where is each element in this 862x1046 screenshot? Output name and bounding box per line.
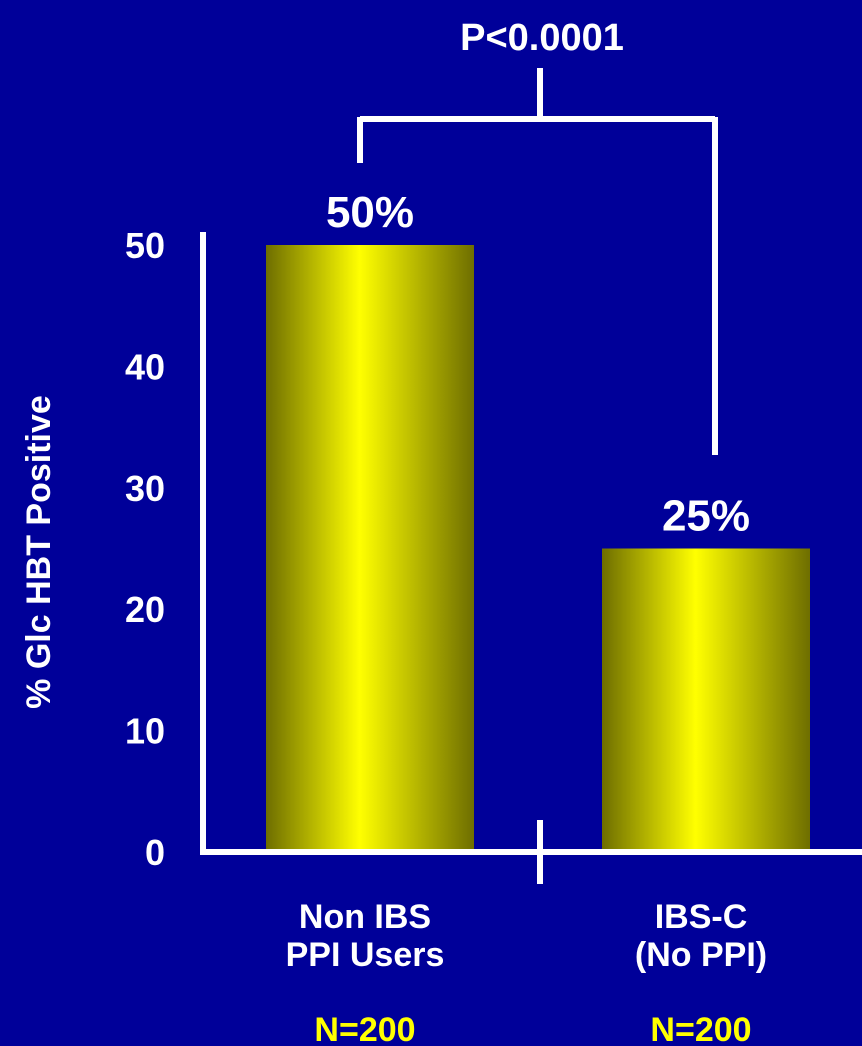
y-axis-label: % Glc HBT Positive xyxy=(20,395,58,709)
y-tick-label: 40 xyxy=(125,346,165,387)
x-tick-label: IBS-C xyxy=(655,898,748,936)
x-tick-label: Non IBS xyxy=(299,898,431,936)
sample-size-label: N=200 xyxy=(314,1011,415,1046)
sample-size-label: N=200 xyxy=(650,1011,751,1046)
data-label: 50% xyxy=(326,188,414,237)
data-label: 25% xyxy=(662,492,750,541)
bar xyxy=(602,549,810,853)
y-tick-label: 20 xyxy=(125,589,165,630)
y-tick-label: 10 xyxy=(125,711,165,752)
y-tick-label: 50 xyxy=(125,225,165,266)
y-tick-label: 0 xyxy=(145,832,165,873)
x-tick-label: PPI Users xyxy=(286,936,445,974)
x-tick-label: (No PPI) xyxy=(635,936,767,974)
y-tick-label: 30 xyxy=(125,468,165,509)
bar xyxy=(266,245,474,852)
significance-label: P<0.0001 xyxy=(460,17,624,59)
